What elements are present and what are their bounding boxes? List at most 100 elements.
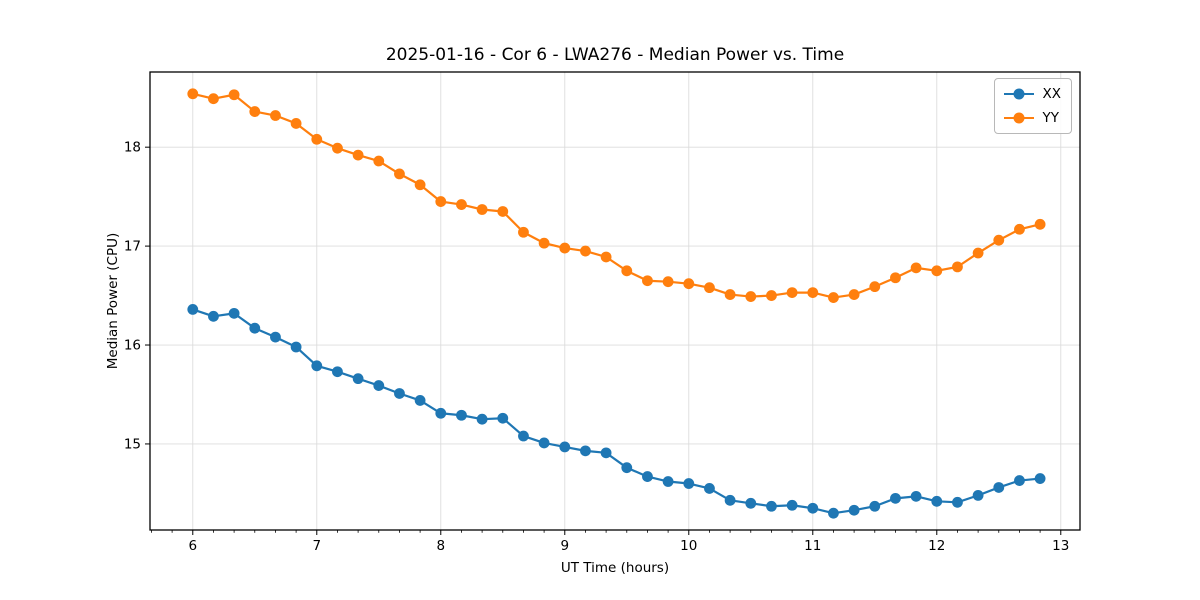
- yy-marker: [208, 93, 219, 105]
- y-tick-label: 15: [124, 436, 141, 452]
- xx-marker: [621, 462, 633, 474]
- chart-title: 2025-01-16 - Cor 6 - LWA276 - Median Pow…: [385, 45, 845, 65]
- xx-marker: [745, 497, 757, 509]
- y-axis-label: Median Power (CPU): [105, 232, 121, 370]
- x-tick-label: 13: [1052, 538, 1069, 554]
- yy-marker: [414, 179, 426, 191]
- xx-marker: [352, 373, 364, 385]
- xx-marker: [228, 307, 240, 319]
- xx-marker: [208, 310, 219, 322]
- yy-marker: [476, 204, 488, 215]
- legend-label-yy: YY: [1042, 110, 1060, 126]
- yy-marker: [931, 265, 943, 277]
- xx-marker: [497, 412, 509, 424]
- yy-marker: [952, 261, 963, 273]
- xx-marker: [311, 360, 323, 372]
- yy-marker: [1014, 223, 1025, 235]
- series-yy-markers: [187, 88, 1046, 303]
- yy-marker: [766, 290, 777, 301]
- yy-marker: [745, 291, 757, 302]
- yy-marker: [910, 262, 922, 274]
- legend-item-yy: YY: [1003, 108, 1062, 128]
- yy-marker: [600, 251, 612, 263]
- series-xx-markers: [187, 304, 1046, 519]
- yy-marker: [538, 237, 550, 249]
- xx-marker: [910, 490, 922, 502]
- yy-marker: [786, 287, 798, 298]
- legend-label-xx: XX: [1042, 86, 1062, 102]
- xx-marker: [414, 395, 426, 406]
- xx-marker: [704, 483, 715, 494]
- xx-marker: [890, 492, 901, 504]
- xx-marker: [518, 430, 529, 442]
- xx-marker: [1034, 473, 1046, 484]
- xx-marker: [972, 489, 984, 501]
- xx-marker: [828, 507, 839, 519]
- yy-marker: [828, 292, 839, 303]
- yy-marker: [290, 118, 302, 129]
- xx-marker: [332, 366, 343, 378]
- xx-marker: [538, 437, 550, 449]
- xx-line-marker-icon: [1003, 88, 1034, 100]
- xx-marker: [662, 476, 674, 487]
- yy-marker: [559, 242, 571, 254]
- plot-spines: [149, 71, 1081, 531]
- yy-marker: [187, 88, 199, 100]
- yy-marker: [1034, 218, 1046, 230]
- x-tick-label: 6: [188, 538, 197, 554]
- xx-marker: [476, 413, 488, 425]
- yy-marker: [228, 89, 240, 101]
- grid: [150, 72, 1080, 530]
- xx-marker: [1014, 475, 1025, 486]
- xx-marker: [869, 500, 881, 512]
- yy-marker: [662, 276, 674, 288]
- yy-marker: [249, 106, 261, 117]
- xx-marker: [993, 482, 1005, 493]
- yy-line-marker-icon: [1003, 112, 1034, 124]
- x-ticks: 6 7 8 9 10 11 12 13: [188, 530, 1069, 554]
- yy-marker: [518, 226, 529, 238]
- xx-marker: [559, 441, 571, 453]
- y-ticks: 15 16 17 18: [124, 140, 150, 452]
- yy-marker: [456, 199, 467, 210]
- yy-marker: [724, 289, 736, 300]
- yy-marker: [332, 142, 343, 154]
- x-tick-label: 9: [560, 538, 569, 554]
- yy-marker: [621, 265, 633, 277]
- yy-marker: [435, 196, 447, 207]
- xx-marker: [187, 304, 199, 315]
- yy-marker: [352, 149, 364, 161]
- xx-marker: [290, 341, 302, 353]
- yy-marker: [704, 282, 715, 294]
- xx-marker: [952, 496, 963, 508]
- x-tick-label: 12: [928, 538, 945, 554]
- yy-marker: [807, 287, 819, 298]
- yy-marker: [642, 275, 653, 287]
- series-xx-line: [192, 308, 1041, 515]
- y-tick-label: 17: [124, 239, 141, 255]
- y-tick-label: 18: [124, 140, 141, 156]
- xx-marker: [373, 380, 385, 391]
- xx-marker: [931, 495, 943, 507]
- xx-marker: [394, 388, 405, 399]
- yy-marker: [848, 289, 860, 300]
- yy-marker: [373, 155, 385, 167]
- yy-marker: [869, 281, 881, 293]
- yy-marker: [683, 278, 695, 290]
- yy-marker: [890, 272, 901, 284]
- xx-marker: [807, 502, 819, 514]
- yy-marker: [311, 133, 323, 145]
- yy-marker: [580, 245, 591, 257]
- x-tick-label: 11: [804, 538, 821, 554]
- yy-marker: [993, 234, 1005, 246]
- y-tick-label: 16: [124, 338, 141, 354]
- yy-marker: [972, 247, 984, 259]
- yy-marker: [270, 110, 281, 121]
- x-minor-ticks: [151, 530, 1041, 533]
- xx-marker: [456, 409, 467, 421]
- xx-marker: [724, 494, 736, 506]
- xx-marker: [249, 322, 261, 334]
- xx-marker: [683, 478, 695, 489]
